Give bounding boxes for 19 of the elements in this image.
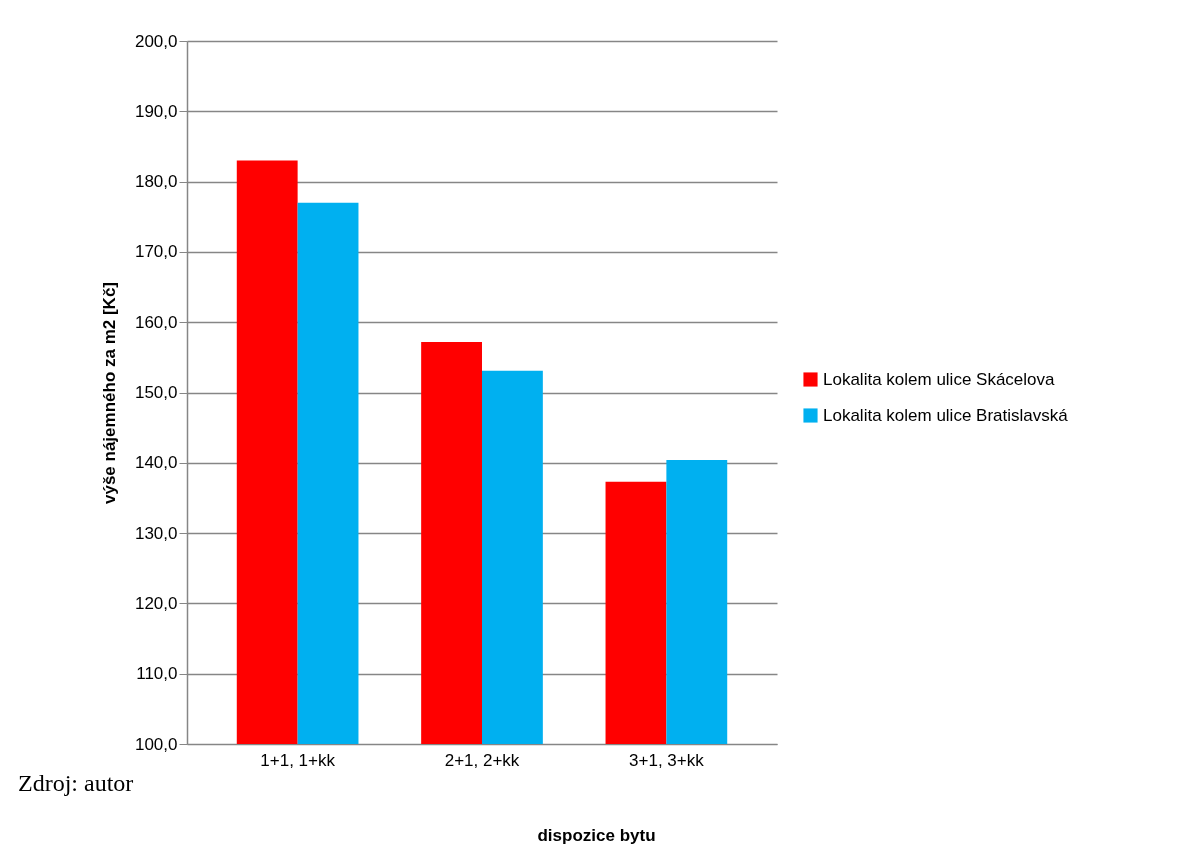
y-tick-label: 100,0 bbox=[134, 734, 178, 754]
y-tick-label: 170,0 bbox=[134, 242, 178, 262]
y-tick-label: 130,0 bbox=[134, 523, 178, 543]
x-tick-label: 1+1, 1+kk bbox=[260, 750, 336, 770]
y-tick-label: 120,0 bbox=[134, 593, 178, 613]
y-tick-label: 140,0 bbox=[134, 453, 178, 473]
x-tick-label: 2+1, 2+kk bbox=[444, 750, 520, 770]
legend-label: Lokalita kolem ulice Bratislavská bbox=[823, 405, 1069, 425]
text: Zdroj: autor bbox=[18, 770, 134, 797]
x-tick-label: 3+1, 3+kk bbox=[629, 750, 705, 770]
y-tick-label: 180,0 bbox=[134, 172, 178, 192]
y-tick-label: 190,0 bbox=[134, 101, 178, 121]
legend-label: Lokalita kolem ulice Skácelova bbox=[823, 369, 1056, 389]
y-tick-label: 150,0 bbox=[134, 383, 178, 402]
y-axis-title: výše nájemného za m2 [Kč] bbox=[99, 281, 119, 505]
y-tick-label: 200,0 bbox=[134, 31, 178, 51]
x-axis-title: dispozice bytu bbox=[536, 826, 657, 846]
y-tick-label: 110,0 bbox=[136, 664, 178, 684]
y-tick-label: 160,0 bbox=[134, 312, 178, 332]
